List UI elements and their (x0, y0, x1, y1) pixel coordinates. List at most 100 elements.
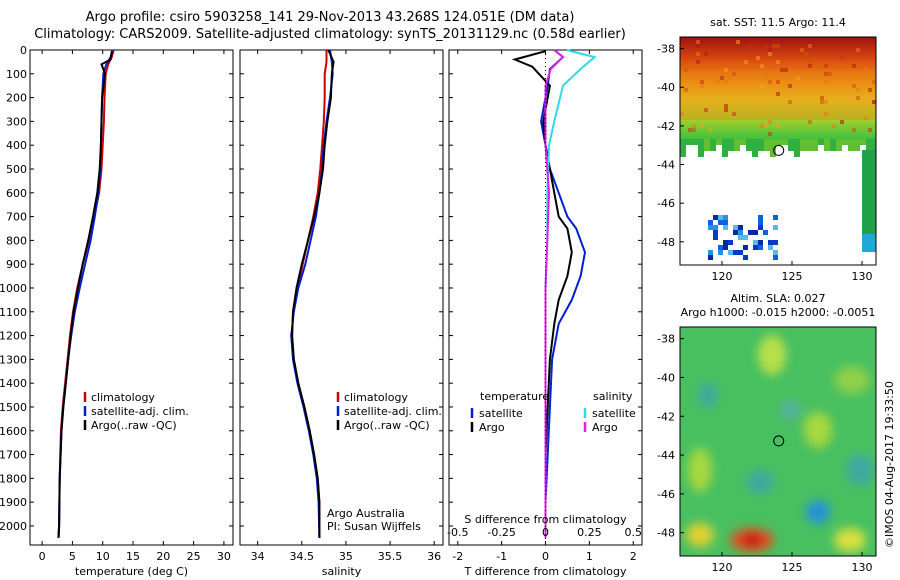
salinity-difference-tick-label: -0.5 (447, 526, 468, 539)
sst-speckle-pixel (788, 100, 792, 104)
sst-map-xtick-label: 130 (852, 270, 873, 283)
salinity-xtick-label: 35 (339, 550, 353, 563)
sla-map-xtick-label: 130 (852, 561, 873, 574)
sst-speckle-pixel (856, 88, 860, 92)
sst-speckle-pixel (784, 68, 788, 72)
sst-edge-pixel (734, 139, 740, 151)
salinity-legend-label: climatology (344, 391, 408, 404)
sst-speckle-pixel (744, 60, 748, 64)
sla-blob (846, 454, 874, 486)
sst-speckle-pixel (768, 120, 772, 124)
sst-edge-pixel (770, 139, 776, 157)
sst-edge-pixel (728, 139, 734, 151)
sst-speckle-pixel (764, 48, 768, 52)
sst-speckle-pixel (872, 80, 876, 84)
sst-cold-pixel (718, 245, 723, 250)
difference-legend-label: Argo (592, 421, 618, 434)
sst-edge-pixel (794, 139, 800, 157)
sst-speckle-pixel (824, 80, 828, 84)
sst-edge-pixel (848, 139, 854, 151)
sst-map-title: sat. SST: 11.5 Argo: 11.4 (710, 16, 846, 29)
sst-southern-pixels (680, 139, 876, 260)
difference-legend-heading: temperature (480, 390, 549, 403)
sst-cold-pixel (743, 255, 748, 260)
sst-speckle-pixel (764, 124, 768, 128)
sst-speckle-pixel (864, 68, 868, 72)
sst-speckle-pixel (852, 64, 856, 68)
sst-speckle-pixel (840, 56, 844, 60)
sst-map-panel (680, 37, 876, 265)
sst-cold-pixel (758, 240, 763, 245)
sst-speckle-pixel (796, 76, 800, 80)
salinity-difference-tick-label: 0.5 (624, 526, 642, 539)
sst-speckle-pixel (856, 48, 860, 52)
sla-blob (834, 528, 866, 552)
temperature-xtick-label: 30 (217, 550, 231, 563)
sst-cold-pixel (728, 250, 733, 255)
sst-speckle-pixel (696, 52, 700, 56)
sst-cold-pixel (733, 230, 738, 235)
sst-edge-pixel (704, 139, 710, 151)
depth-tick-label: 1100 (0, 306, 27, 319)
sla-map-title: Altim. SLA: 0.027 (730, 292, 825, 305)
sst-speckle-pixel (680, 112, 684, 116)
sst-cold-pixel (758, 225, 763, 230)
sla-map-ytick-label: -42 (657, 410, 675, 423)
sst-cold-pixel (753, 245, 758, 250)
difference-xtick-label: 2 (630, 550, 637, 563)
sst-cold-pixel (738, 230, 743, 235)
sst-cold-pixel (743, 235, 748, 240)
sst-cold-pixel (708, 225, 713, 230)
sst-strip-pixel (862, 192, 876, 198)
sla-map-xtick-label: 120 (712, 561, 733, 574)
sst-cold-pixel (713, 235, 718, 240)
sst-speckle-pixel (724, 104, 728, 108)
sst-speckle-pixel (824, 100, 828, 104)
sst-strip-pixel (862, 198, 876, 204)
sla-map-ytick-label: -40 (657, 371, 675, 384)
depth-tick-label: 400 (6, 139, 27, 152)
difference-legend-label: satellite (592, 407, 636, 420)
sst-edge-pixel (710, 139, 716, 151)
sst-cold-pixel (753, 240, 758, 245)
sst-speckle-pixel (808, 120, 812, 124)
depth-tick-label: 1900 (0, 496, 27, 509)
sst-edge-pixel (842, 139, 848, 145)
salinity-xtick-label: 35.5 (378, 550, 403, 563)
sla-blob (746, 470, 774, 494)
sst-edge-pixel (782, 139, 788, 145)
salinity-xtick-label: 34 (251, 550, 265, 563)
difference-xtick-label: 0 (542, 550, 549, 563)
sst-speckle-pixel (776, 124, 780, 128)
sst-cold-pixel (713, 215, 718, 220)
sla-map-subtitle: Argo h1000: -0.015 h2000: -0.0051 (681, 306, 876, 319)
sst-cold-pixel (723, 240, 728, 245)
sst-speckle-pixel (760, 104, 764, 108)
sst-strip-pixel (862, 228, 876, 234)
figure-title-line-2: Climatology: CARS2009. Satellite-adjuste… (34, 27, 626, 42)
depth-tick-label: 800 (6, 234, 27, 247)
sst-speckle-pixel (776, 60, 780, 64)
difference-xtick-label: -2 (452, 550, 463, 563)
sst-speckle-pixel (688, 72, 692, 76)
sst-edge-pixel (806, 139, 812, 151)
sst-cold-pixel (718, 215, 723, 220)
sst-speckle-pixel (820, 96, 824, 100)
sst-strip-pixel (862, 240, 876, 246)
depth-tick-label: 1400 (0, 377, 27, 390)
difference-legend-heading: salinity (593, 390, 633, 403)
sst-speckle-pixel (868, 88, 872, 92)
sst-cold-pixel (758, 245, 763, 250)
sst-map-ytick-label: -44 (657, 159, 675, 172)
sst-cold-pixel (753, 230, 758, 235)
sla-map-xtick-label: 125 (782, 561, 803, 574)
depth-tick-label: 500 (6, 163, 27, 176)
temperature-legend-label: Argo(..raw -QC) (91, 419, 177, 432)
sst-cold-pixel (723, 215, 728, 220)
sst-edge-pixel (686, 139, 692, 145)
copyright-timestamp: ©IMOS 04-Aug-2017 19:33:50 (883, 381, 896, 548)
depth-tick-label: 1800 (0, 472, 27, 485)
sst-speckle-pixel (724, 80, 728, 84)
salinity-xtick-label: 34.5 (290, 550, 315, 563)
